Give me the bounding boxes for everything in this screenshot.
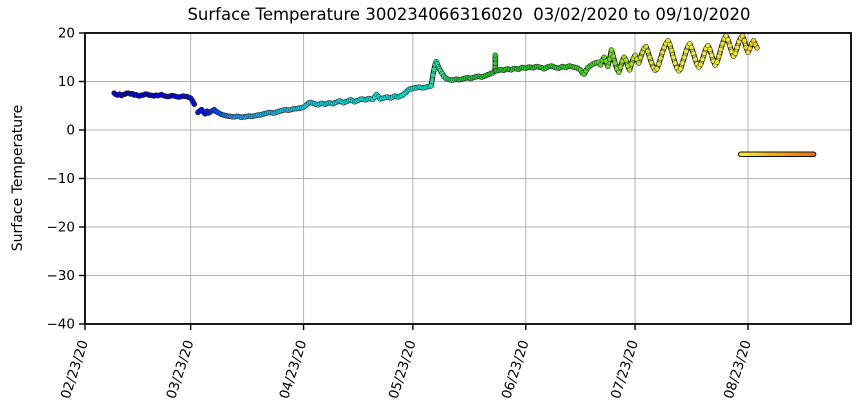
- temperature-point: [597, 62, 604, 68]
- temperature-point: [617, 64, 624, 70]
- temperature-point: [616, 69, 622, 75]
- temperature-point: [646, 54, 653, 60]
- temperature-point: [430, 72, 436, 78]
- temperature-point: [727, 42, 733, 49]
- temperature-point: [606, 56, 613, 62]
- x-tick-label: 02/23/20: [58, 338, 92, 401]
- temperature-point: [708, 52, 715, 58]
- temperature-point: [739, 33, 746, 39]
- y-tick-label: −20: [47, 220, 76, 236]
- temperature-point: [692, 56, 698, 62]
- temperature-point: [719, 41, 726, 47]
- temperature-point: [428, 83, 434, 89]
- temperature-point: [492, 52, 498, 58]
- y-tick-label: 0: [66, 123, 75, 139]
- temperature-point: [648, 59, 655, 66]
- temperature-point: [754, 45, 760, 51]
- y-tick-label: −10: [47, 171, 76, 187]
- temperature-point: [667, 41, 673, 48]
- y-tick-label: 10: [58, 74, 75, 90]
- temperature-point: [657, 55, 664, 61]
- temperature-point: [605, 63, 611, 70]
- temperature-point: [656, 61, 662, 67]
- temperature-point: [734, 44, 740, 51]
- temperature-point: [643, 43, 649, 50]
- temperature-point: [608, 47, 615, 53]
- y-tick-label: 20: [58, 26, 75, 42]
- temperature-series: [111, 33, 817, 158]
- temperature-point: [718, 46, 724, 53]
- y-tick-label: −30: [47, 268, 76, 284]
- temperature-point: [683, 48, 689, 55]
- temperature-point: [659, 49, 666, 56]
- temperature-point: [191, 101, 197, 107]
- temperature-point: [688, 44, 695, 51]
- temperature-point: [697, 61, 704, 68]
- y-tick-label: −40: [47, 317, 76, 333]
- temperature-point: [492, 60, 498, 66]
- temperature-point: [741, 38, 748, 44]
- chart-title: Surface Temperature 300234066316020 03/0…: [187, 5, 751, 24]
- temperature-point: [672, 60, 678, 66]
- x-tick-label: 04/23/20: [276, 338, 310, 401]
- temperature-point: [716, 53, 722, 59]
- x-tick-label: 08/23/20: [721, 338, 755, 401]
- temperature-point: [623, 57, 629, 63]
- temperature-point: [636, 60, 642, 66]
- temperature-point: [612, 60, 618, 66]
- temperature-point: [699, 56, 706, 62]
- x-tick-label: 06/23/20: [499, 338, 533, 401]
- x-tick-label: 05/23/20: [386, 338, 420, 401]
- temperature-point: [681, 54, 687, 60]
- temperature-point: [677, 66, 684, 72]
- temperature-point: [747, 45, 753, 52]
- temperature-point: [707, 46, 713, 53]
- temperature-point: [654, 66, 660, 72]
- temperature-point: [645, 48, 651, 55]
- temperature-point: [637, 55, 644, 61]
- x-tick-label: 03/23/20: [163, 338, 197, 401]
- temperature-point: [431, 66, 437, 73]
- temperature-point: [626, 67, 633, 73]
- temperature-point: [701, 50, 707, 57]
- x-tick-label: 07/23/20: [608, 338, 642, 401]
- temperature-point: [670, 54, 676, 60]
- temperature-point: [610, 53, 616, 59]
- temperature-point: [679, 60, 686, 66]
- temperature-point: [725, 37, 731, 43]
- temperature-point: [690, 50, 697, 57]
- temperature-point: [628, 61, 635, 67]
- temperature-point: [714, 59, 720, 65]
- temperature-point: [668, 47, 675, 54]
- temperature-point: [732, 50, 738, 57]
